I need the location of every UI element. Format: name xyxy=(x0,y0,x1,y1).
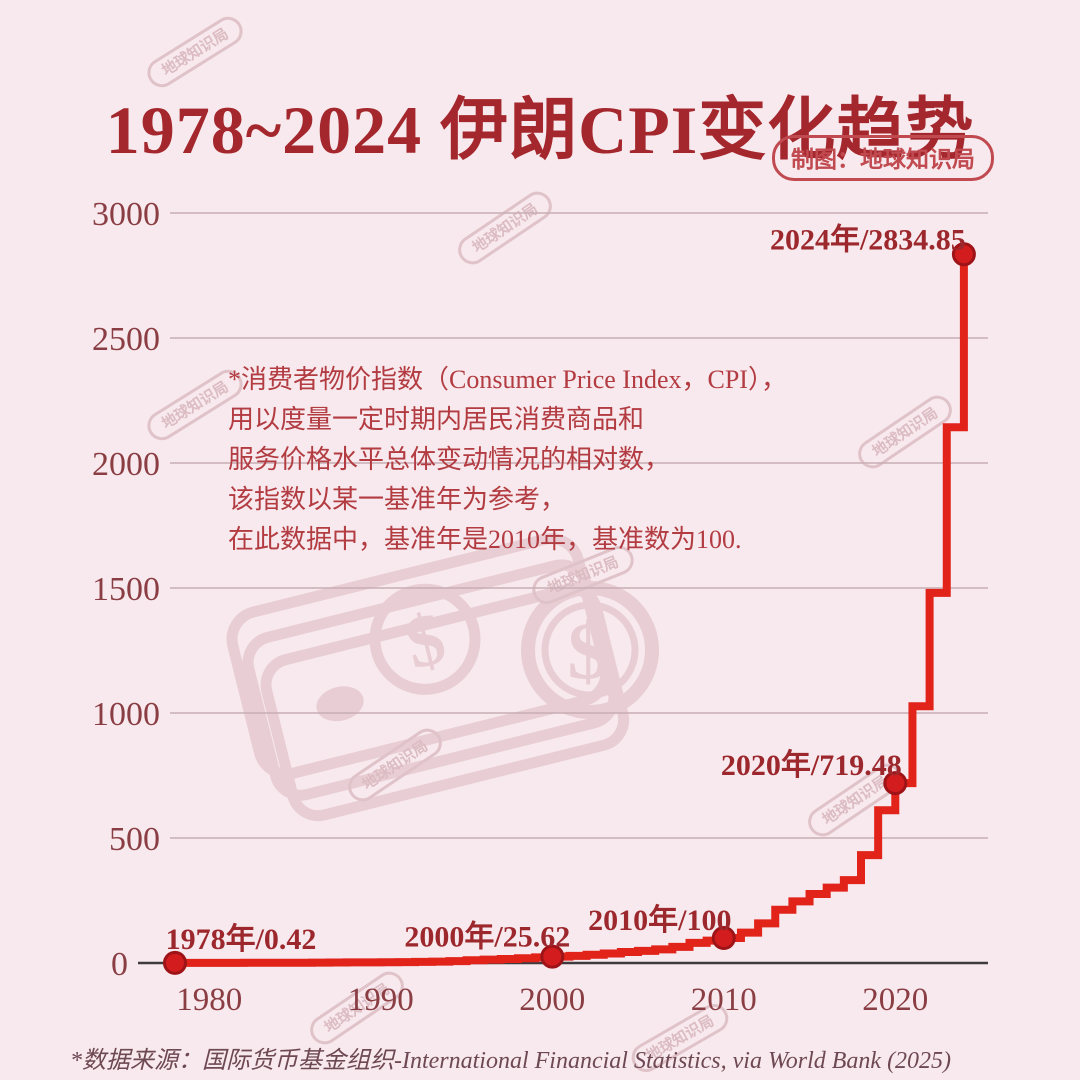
cpi-step-line xyxy=(175,254,968,967)
page-title: 1978~2024 伊朗CPI变化趋势 xyxy=(105,91,975,168)
note-line: 用以度量一定时期内居民消费商品和 xyxy=(228,405,645,434)
y-axis-tick-label: 0 xyxy=(111,946,128,983)
y-axis-tick-label: 1500 xyxy=(92,571,160,608)
note-line: 该指数以某一基准年为参考， xyxy=(228,485,567,514)
note-line: *消费者物价指数（Consumer Price Index，CPI）， xyxy=(228,365,787,394)
dollar-sign-on-note: $ xyxy=(398,597,454,686)
data-point-dot xyxy=(711,926,736,950)
data-point-label: 2000年/25.62 xyxy=(404,921,570,954)
data-point-label: 2020年/719.48 xyxy=(721,749,902,782)
x-axis-tick-label: 2020 xyxy=(862,982,928,1018)
x-axis-tick-label: 2010 xyxy=(691,982,757,1018)
cpi-definition-note: *消费者物价指数（Consumer Price Index，CPI）， 用以度量… xyxy=(228,360,787,560)
data-point-label: 2010年/100 xyxy=(588,904,731,937)
x-axis: 1980 1990 2000 2010 2020 xyxy=(138,961,988,1018)
pill-watermark: 地球知识局 xyxy=(458,191,552,265)
x-axis-tick-label: 1990 xyxy=(348,982,414,1018)
y-axis-tick-label: 2000 xyxy=(92,446,160,483)
x-axis-tick-label: 2000 xyxy=(519,982,585,1018)
data-source-note: *数据来源：国际货币基金组织-International Financial S… xyxy=(70,1048,952,1074)
data-point-labels: 1978年/0.42 2000年/25.62 2010年/100 2020年/719.… xyxy=(163,223,976,975)
credit-badge: 制图：地球知识局 xyxy=(772,135,994,181)
pill-watermark: 地球知识局 xyxy=(147,16,243,88)
x-axis-tick-label: 1980 xyxy=(176,982,242,1018)
y-axis-tick-label: 1000 xyxy=(92,696,160,733)
y-axis-tick-label: 500 xyxy=(109,821,160,858)
y-axis-tick-label: 2500 xyxy=(92,321,160,358)
note-line: 在此数据中，基准年是2010年，基准数为100. xyxy=(228,525,742,554)
pill-watermark: 地球知识局 xyxy=(858,395,952,469)
data-point-dot xyxy=(163,950,187,975)
data-point-dot xyxy=(883,771,908,796)
gridlines: 0 500 1000 1500 2000 2500 3000 xyxy=(92,196,988,983)
note-line: 服务价格水平总体变动情况的相对数， xyxy=(228,445,671,474)
data-point-label: 1978年/0.42 xyxy=(166,923,317,956)
y-axis-tick-label: 3000 xyxy=(92,196,160,233)
cpi-line-series xyxy=(175,254,968,967)
data-point-label: 2024年/2834.85 xyxy=(770,223,966,256)
data-point-dot xyxy=(540,944,565,969)
data-point-dot xyxy=(951,242,976,267)
dollar-coin-icon: $ xyxy=(568,605,609,696)
